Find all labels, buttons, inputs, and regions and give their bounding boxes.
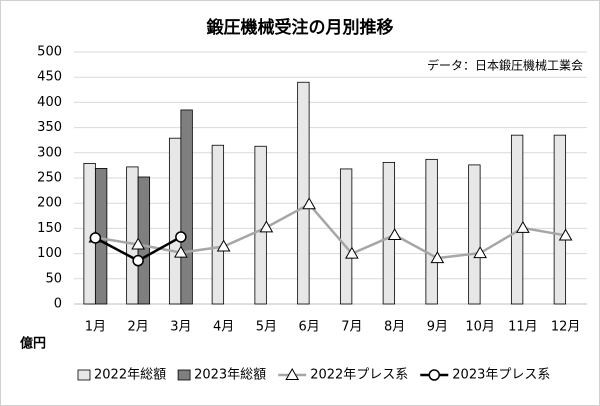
legend-swatch [77,369,91,381]
bar [425,158,438,305]
y-tick-label: 300 [37,145,62,160]
line-marker [558,228,573,241]
y-axis-label: 億円 [20,336,46,352]
x-tick-label: 6月 [298,320,319,335]
x-tick-label: 8月 [384,320,405,335]
y-tick-label: 50 [45,271,62,286]
y-tick-label: 150 [37,221,62,236]
legend-marker [285,367,300,380]
legend-label: 2022年総額 [94,368,166,383]
x-tick-label: 5月 [256,320,277,335]
y-tick-label: 100 [37,246,62,261]
line-marker [473,246,487,259]
line [95,202,566,260]
legend-label: 2023年プレス系 [452,368,550,383]
bar [211,144,225,305]
legend-label: 2022年プレス系 [310,368,408,383]
x-tick-label: 11月 [508,320,538,335]
y-tick-label: 200 [37,196,62,211]
y-tick-label: 350 [37,120,62,135]
line-marker [345,246,359,259]
y-tick-label: 450 [37,70,62,85]
legend-marker [428,369,441,381]
x-tick-label: 4月 [213,320,234,335]
x-tick-label: 7月 [341,320,362,335]
y-tick-label: 250 [37,171,62,186]
bar [553,134,567,305]
line-marker [302,197,316,210]
bar [180,109,193,305]
line-marker [174,245,188,258]
line-marker [259,220,274,233]
bar [510,134,524,305]
bar [137,176,151,305]
line-marker [89,232,102,244]
line-marker [132,254,144,267]
y-tick-label: 0 [54,297,62,312]
bar [168,137,182,305]
line-marker [430,251,445,264]
line-marker [131,237,145,250]
annotation: データ：日本鍛圧機械工業会 [427,58,583,73]
legend-swatch [177,369,191,381]
chart-title: 鍛圧機械受注の月別推移 [207,17,394,38]
y-tick-label: 500 [37,45,62,60]
line-marker [387,227,402,240]
bar [339,168,353,305]
line-marker [216,239,231,252]
x-tick-label: 2月 [127,320,148,335]
x-tick-label: 10月 [465,320,495,335]
x-tick-label: 1月 [85,320,106,335]
x-tick-label: 3月 [170,320,191,335]
legend-label: 2023年総額 [194,368,266,383]
x-tick-label: 9月 [427,320,448,335]
x-tick-label: 12月 [551,320,581,335]
bar [468,164,481,305]
line-marker [175,231,187,243]
bar [297,81,310,305]
line-marker [516,220,530,233]
bar [126,166,139,305]
y-tick-label: 400 [37,95,62,110]
